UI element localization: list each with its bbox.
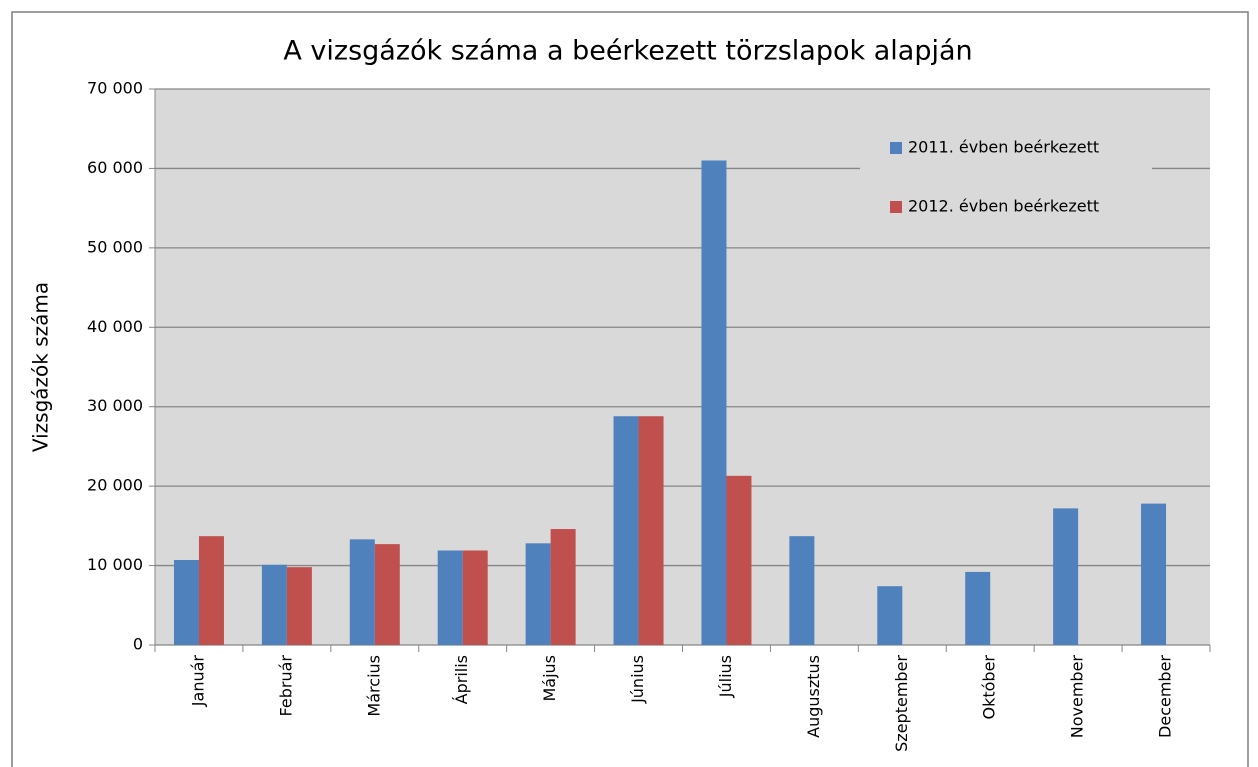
x-tick-label: Január: [188, 655, 207, 708]
legend-swatch: [890, 201, 902, 213]
y-axis-title: Vizsgázók száma: [29, 282, 53, 452]
x-tick-label: Február: [276, 655, 295, 717]
y-tick-label: 20 000: [87, 476, 143, 495]
bar: [613, 416, 639, 645]
bar: [877, 586, 903, 645]
y-tick-label: 30 000: [87, 396, 143, 415]
x-tick-label: Március: [364, 655, 383, 717]
bar: [349, 539, 375, 645]
bar: [1053, 508, 1079, 645]
legend-swatch: [890, 142, 902, 154]
bar: [437, 550, 463, 645]
chart-title: A vizsgázók száma a beérkezett törzslapo…: [283, 36, 972, 67]
bar: [261, 564, 287, 645]
y-tick-label: 0: [133, 635, 143, 654]
bar: [198, 536, 224, 645]
x-tick-label: Május: [540, 655, 559, 702]
bar: [965, 571, 991, 645]
legend-label: 2011. évben beérkezett: [908, 138, 1099, 157]
bar: [726, 475, 752, 645]
bar: [173, 560, 199, 645]
bar: [374, 544, 400, 645]
legend-box: [860, 120, 1152, 230]
bar: [550, 529, 576, 645]
x-tick-label: Június: [628, 655, 647, 704]
bar: [701, 160, 727, 645]
bar: [789, 536, 815, 645]
x-tick-label: Július: [716, 655, 735, 698]
bar: [462, 550, 488, 645]
x-tick-label: November: [1068, 655, 1087, 739]
x-tick-label: Szeptember: [892, 655, 911, 752]
bar: [1141, 503, 1167, 645]
bar: [638, 416, 664, 645]
x-tick-label: Augusztus: [804, 655, 823, 738]
y-tick-label: 50 000: [87, 237, 143, 256]
bar: [525, 543, 551, 645]
y-tick-label: 10 000: [87, 555, 143, 574]
y-tick-label: 40 000: [87, 317, 143, 336]
y-tick-label: 70 000: [87, 79, 143, 98]
x-tick-label: Április: [452, 655, 471, 704]
x-tick-label: Október: [980, 655, 999, 720]
legend-label: 2012. évben beérkezett: [908, 197, 1099, 216]
bar: [286, 567, 312, 645]
y-tick-label: 60 000: [87, 158, 143, 177]
x-tick-label: December: [1156, 655, 1175, 738]
